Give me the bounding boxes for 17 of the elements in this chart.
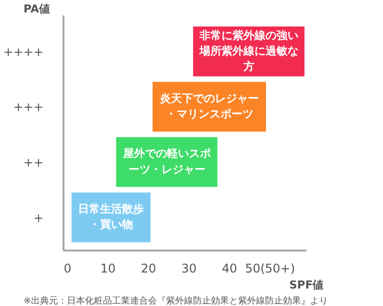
annotation: 屋外での軽いスポーツ・レジャー: [122, 147, 211, 176]
y-axis-title: PA値: [24, 2, 50, 16]
annotation: 非常に紫外線の強い場所紫外線に過敏な方: [198, 28, 298, 74]
x-tick-label: 20: [140, 262, 156, 276]
text: ※出典元：日本化粧品工業連合会『紫外線防止効果と紫外線防止効果』より: [24, 296, 328, 306]
y-tick-label: ++++: [3, 44, 44, 59]
annotation: 炎天下でのレジャー・マリンスポーツ: [158, 92, 259, 121]
x-tick-label: 40: [222, 262, 238, 276]
y-tick-label: ++: [23, 156, 44, 170]
x-tick-label: 0: [64, 262, 72, 276]
y-tick-label: +++: [13, 100, 44, 114]
x-tick-label: 50(50+): [245, 262, 296, 276]
x-tick-label: 10: [100, 262, 116, 276]
annotation: 日常生活散歩・買い物: [78, 202, 144, 232]
y-tick-label: +: [33, 210, 44, 225]
x-axis-title: SPF値: [289, 278, 324, 292]
x-tick-label: 30: [181, 262, 197, 276]
